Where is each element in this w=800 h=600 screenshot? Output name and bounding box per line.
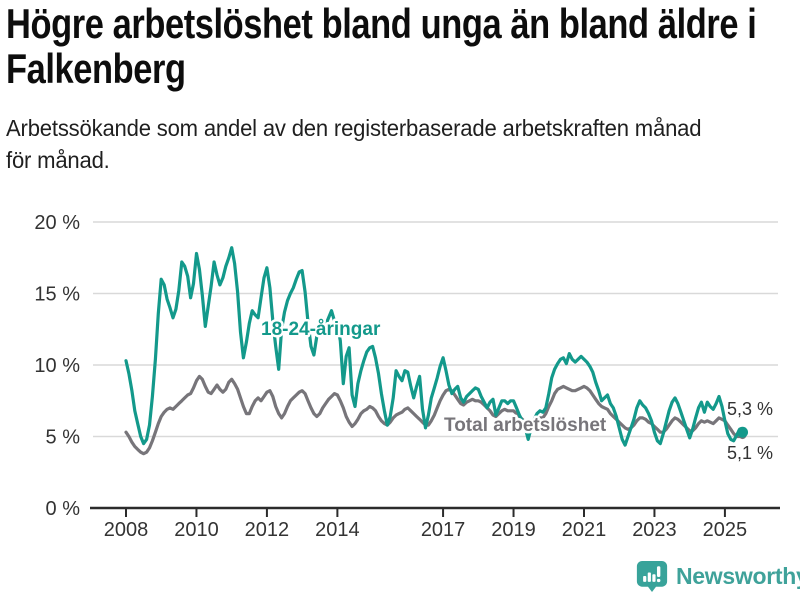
y-axis-labels: 0 % 5 % 10 % 15 % 20 % — [34, 212, 80, 520]
page-title-line-1: Högre arbetslöshet bland unga än bland ä… — [6, 0, 757, 47]
exclamation-bar — [656, 566, 661, 577]
x-axis-tick-label: 2017 — [421, 519, 466, 541]
newsworthy-bubble-chart-icon — [636, 560, 668, 593]
youth-end-value-label: 5,3 % — [727, 399, 773, 419]
subtitle-line-2: för månad. — [6, 146, 110, 173]
chart-subtitle: Arbetssökande som andel av den registerb… — [6, 113, 800, 176]
total-series-line — [124, 374, 745, 456]
chart-svg: 0 %5 %10 %15 %20 % 2008 2010 2012 2014 2017 2… — [34, 212, 780, 541]
x-axis-tick-label: 2012 — [245, 519, 290, 541]
y-axis-tick-label: 20 % — [34, 212, 80, 234]
line-chart: 0 % 5 % 10 % 15 % 20 % 2008 2010 2012 2014 2017 2… — [0, 198, 800, 550]
page-title-line-2: Falkenberg — [6, 44, 186, 92]
header: Högre arbetslöshet bland unga än bland ä… — [6, 0, 800, 177]
x-axis-labels: 2008 2010 2012 2014 2017 2019 2021 2023 2025 — [104, 519, 747, 541]
youth-endpoint-dot — [737, 426, 749, 438]
total-series-label: Total arbetslöshet — [444, 415, 607, 436]
y-axis-tick-label: 5 % — [46, 427, 81, 449]
x-axis-ticks — [125, 509, 726, 517]
newsworthy-logo-link[interactable]: Newsworthy — [636, 560, 800, 593]
y-axis-tick-label: 0 % — [46, 498, 81, 520]
x-axis-tick-label: 2008 — [104, 519, 149, 541]
speech-bubble-shape — [636, 560, 668, 593]
subtitle-line-1: Arbetssökande som andel av den registerb… — [6, 115, 702, 142]
total-end-value-label: 5,1 % — [727, 443, 773, 463]
x-axis-tick-label: 2019 — [491, 519, 536, 541]
youth-series-line — [124, 246, 745, 447]
x-axis-tick-label: 2010 — [174, 519, 219, 541]
x-axis-tick-label: 2014 — [315, 519, 360, 541]
brand-name: Newsworthy — [676, 563, 800, 589]
exclamation-dot — [656, 578, 661, 583]
y-axis-tick-label: 10 % — [34, 355, 80, 377]
x-axis-tick-label: 2025 — [703, 519, 748, 541]
x-axis-tick-label: 2021 — [562, 519, 607, 541]
bar-chart-glyph — [643, 566, 661, 583]
youth-series-label: 18-24-åringar — [261, 319, 381, 340]
y-axis-tick-label: 15 % — [34, 284, 80, 306]
x-axis-tick-label: 2023 — [632, 519, 677, 541]
